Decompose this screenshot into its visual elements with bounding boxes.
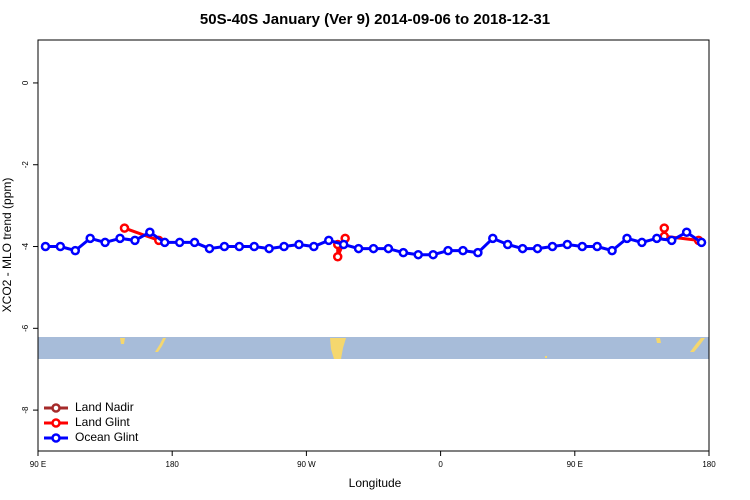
x-tick-label: 180 <box>166 460 180 469</box>
point <box>332 251 343 262</box>
point <box>368 243 379 254</box>
point <box>562 239 573 250</box>
point <box>696 237 707 248</box>
point <box>659 223 670 233</box>
point <box>219 241 230 252</box>
point <box>652 233 662 244</box>
x-tick-label: 90 E <box>30 460 46 469</box>
point <box>85 233 95 244</box>
legend-marker <box>51 403 61 413</box>
ocean-band <box>38 337 709 359</box>
point <box>398 247 409 258</box>
point <box>338 239 349 250</box>
x-axis-label: Longitude <box>349 476 402 490</box>
point <box>204 243 215 254</box>
point <box>159 237 170 248</box>
legend-marker <box>51 418 61 428</box>
point <box>309 241 319 252</box>
point <box>428 249 438 260</box>
point <box>130 235 140 246</box>
point <box>502 239 513 250</box>
point <box>234 241 245 252</box>
x-tick-label: 180 <box>702 460 716 469</box>
legend-label: Ocean Glint <box>75 430 139 444</box>
legend-label: Land Glint <box>75 415 130 429</box>
point <box>383 243 394 254</box>
legend-label: Land Nadir <box>75 400 134 414</box>
point <box>324 235 334 246</box>
x-tick-label: 90 W <box>297 460 316 469</box>
point <box>353 243 364 254</box>
point <box>622 233 632 244</box>
plot-frame <box>37 39 710 452</box>
point <box>249 241 259 252</box>
point <box>40 241 51 252</box>
point <box>174 237 185 248</box>
x-tick-label: 0 <box>438 460 443 469</box>
y-tick-label: -4 <box>21 242 30 250</box>
point <box>145 227 155 237</box>
y-tick-label: -2 <box>21 161 30 169</box>
point <box>666 235 677 246</box>
point <box>681 227 692 237</box>
point <box>70 245 81 256</box>
point <box>577 241 588 252</box>
y-tick-label: -6 <box>21 324 30 332</box>
point <box>279 241 289 252</box>
legend-marker <box>51 433 61 443</box>
y-axis-label: XCO2 - MLO trend (ppm) <box>0 178 14 313</box>
point <box>115 233 125 244</box>
point <box>473 247 483 258</box>
point <box>443 245 453 256</box>
point <box>607 245 617 256</box>
point <box>547 241 558 252</box>
point <box>55 241 66 252</box>
point <box>294 239 304 250</box>
map-strip <box>38 337 709 359</box>
point <box>189 237 200 248</box>
point <box>264 243 274 254</box>
chart-title: 50S-40S January (Ver 9) 2014-09-06 to 20… <box>200 11 550 28</box>
y-tick-label: 0 <box>21 80 30 85</box>
point <box>532 243 543 254</box>
point <box>100 237 110 248</box>
point <box>119 223 130 233</box>
x-tick-label: 90 E <box>567 460 583 469</box>
point <box>413 249 423 260</box>
point <box>488 233 498 244</box>
point <box>637 237 647 248</box>
point <box>458 245 468 256</box>
point <box>592 241 602 252</box>
point <box>517 243 528 254</box>
y-tick-label: -8 <box>21 406 30 414</box>
